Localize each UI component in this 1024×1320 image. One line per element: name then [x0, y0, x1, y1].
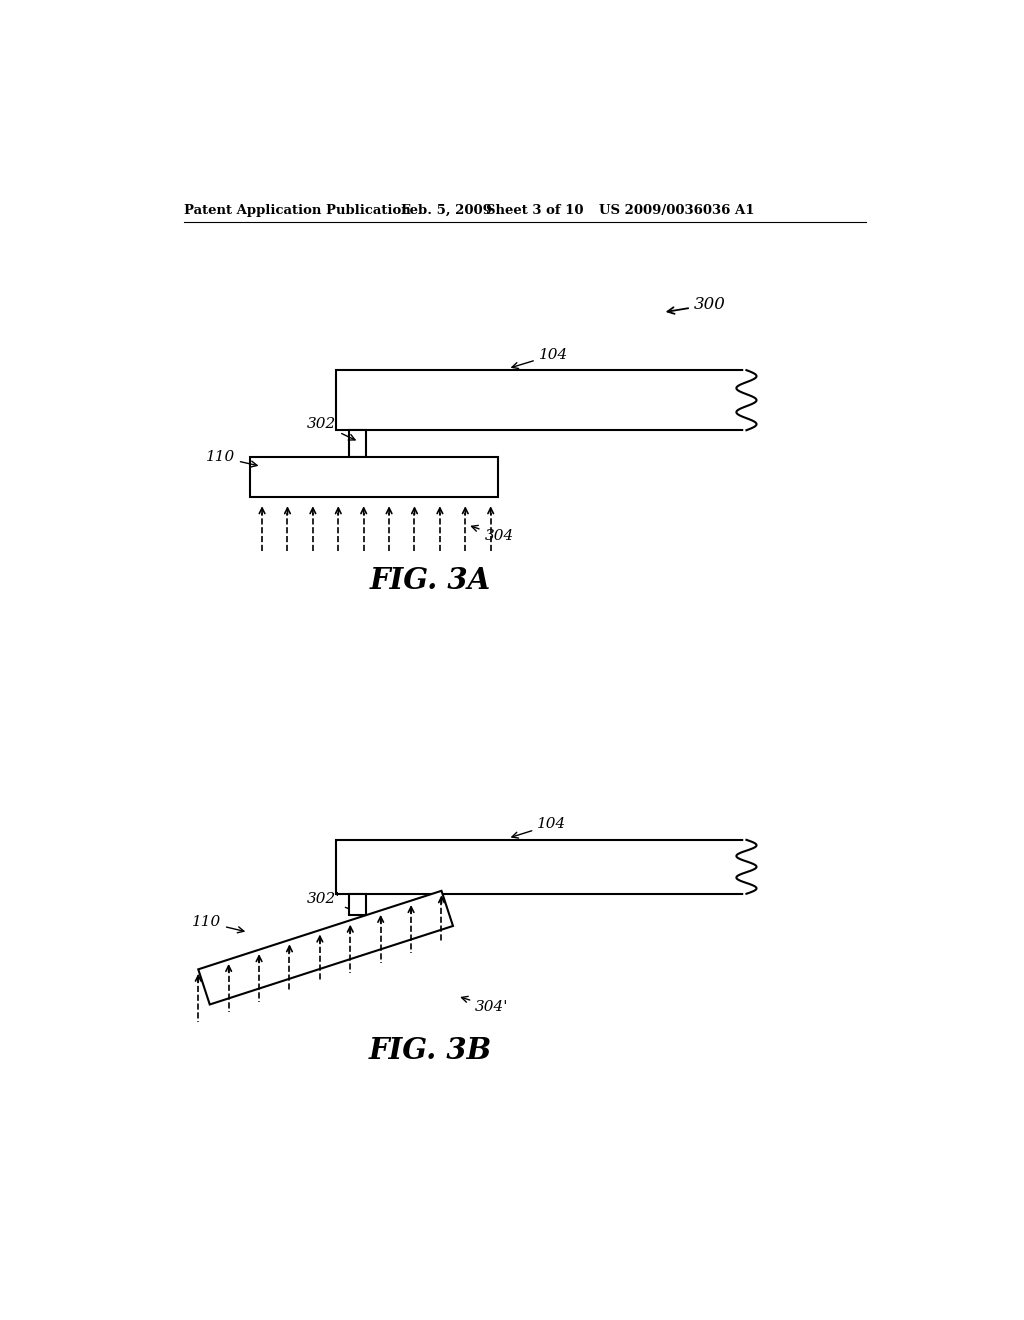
Text: FIG. 3A: FIG. 3A [370, 566, 490, 595]
Text: 300: 300 [668, 296, 726, 314]
Text: Sheet 3 of 10: Sheet 3 of 10 [486, 205, 584, 218]
Text: 104: 104 [512, 347, 568, 368]
Text: US 2009/0036036 A1: US 2009/0036036 A1 [599, 205, 755, 218]
Text: Feb. 5, 2009: Feb. 5, 2009 [400, 205, 492, 218]
Text: 110: 110 [191, 915, 244, 933]
Polygon shape [336, 840, 746, 894]
Text: 304: 304 [471, 525, 514, 543]
Polygon shape [349, 430, 366, 457]
Text: Patent Application Publication: Patent Application Publication [183, 205, 411, 218]
Text: 110: 110 [206, 450, 257, 467]
Text: 302: 302 [307, 417, 355, 440]
Text: 304': 304' [462, 997, 509, 1014]
Polygon shape [251, 457, 499, 498]
Text: 104: 104 [512, 817, 566, 838]
Text: FIG. 3B: FIG. 3B [369, 1036, 492, 1064]
Polygon shape [199, 891, 453, 1005]
Text: 302': 302' [306, 892, 356, 912]
Polygon shape [349, 894, 366, 915]
Polygon shape [336, 370, 746, 430]
